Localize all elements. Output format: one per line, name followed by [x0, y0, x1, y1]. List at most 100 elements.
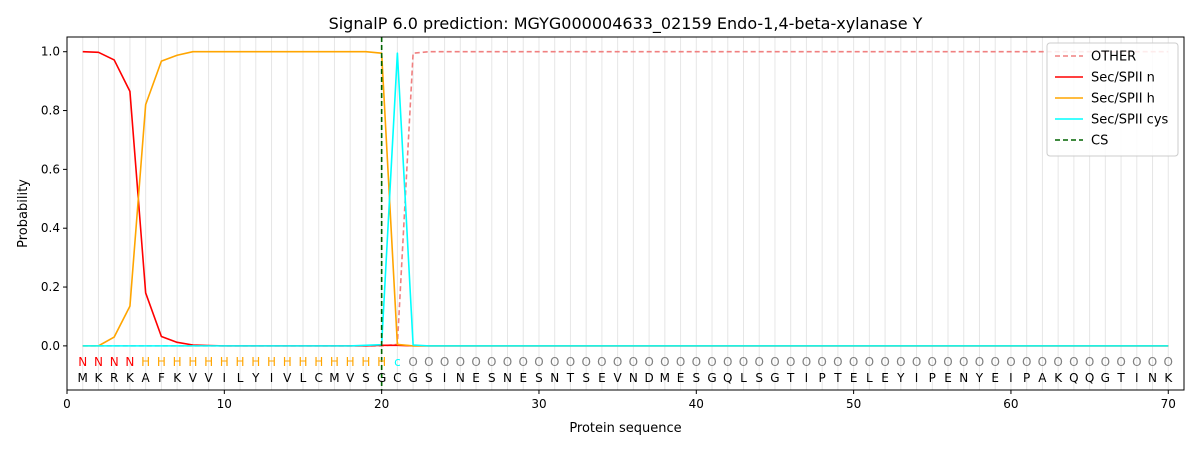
region-label: O	[613, 355, 622, 369]
residue-label: A	[142, 371, 151, 385]
plot-frame	[66, 36, 1185, 391]
residue-label: K	[173, 371, 182, 385]
residue-label: P	[1023, 371, 1030, 385]
residue-label: I	[805, 371, 809, 385]
residue-label: T	[1116, 371, 1125, 385]
region-label: O	[849, 355, 858, 369]
residue-label: I	[915, 371, 919, 385]
residue-label: E	[881, 371, 889, 385]
region-label: O	[1069, 355, 1078, 369]
region-label: O	[959, 355, 968, 369]
x-tick-label: 50	[846, 397, 861, 411]
residue-label: P	[929, 371, 936, 385]
y-tick-label: 0.6	[41, 162, 60, 176]
region-label: O	[660, 355, 669, 369]
region-label: O	[928, 355, 937, 369]
region-label: O	[1116, 355, 1125, 369]
residue-label: E	[472, 371, 480, 385]
residue-label: G	[1101, 371, 1110, 385]
region-label: H	[314, 355, 323, 369]
region-label: O	[865, 355, 874, 369]
region-label: H	[330, 355, 339, 369]
residue-label: K	[126, 371, 135, 385]
residue-label: I	[1135, 371, 1139, 385]
residue-label: A	[1038, 371, 1047, 385]
residue-label: G	[707, 371, 716, 385]
y-tick-label: 0.0	[41, 339, 60, 353]
region-label: O	[456, 355, 465, 369]
region-label: O	[581, 355, 590, 369]
region-label: O	[739, 355, 748, 369]
region-label: O	[1132, 355, 1141, 369]
x-tick-label: 70	[1161, 397, 1176, 411]
residue-label: Y	[251, 371, 260, 385]
region-label: O	[880, 355, 889, 369]
region-label: O	[1164, 355, 1173, 369]
region-label: O	[833, 355, 842, 369]
residue-label: Q	[1085, 371, 1094, 385]
residue-label: E	[598, 371, 606, 385]
x-tick-label: 60	[1003, 397, 1018, 411]
y-tick-label: 0.2	[41, 280, 60, 294]
residue-label: M	[329, 371, 339, 385]
region-label: H	[251, 355, 260, 369]
region-label: H	[361, 355, 370, 369]
residue-label: S	[582, 371, 590, 385]
residue-label: Q	[723, 371, 732, 385]
region-label: N	[110, 355, 119, 369]
residue-label: G	[770, 371, 779, 385]
region-label: H	[298, 355, 307, 369]
residue-label: N	[550, 371, 559, 385]
region-label: O	[1101, 355, 1110, 369]
residue-label: R	[110, 371, 118, 385]
region-label: O	[519, 355, 528, 369]
legend-label: Sec/SPII h	[1091, 92, 1155, 107]
region-label: O	[943, 355, 952, 369]
x-tick-label: 40	[689, 397, 704, 411]
region-label: O	[550, 355, 559, 369]
region-label: O	[471, 355, 480, 369]
region-label: O	[770, 355, 779, 369]
region-label: O	[975, 355, 984, 369]
residue-label: M	[660, 371, 670, 385]
y-axis-ticks: 0.0 0.2 0.4 0.6 0.8 1.0	[41, 45, 67, 353]
residue-label: I	[223, 371, 227, 385]
legend-label: OTHER	[1091, 50, 1136, 65]
region-label: O	[503, 355, 512, 369]
region-label: O	[1085, 355, 1094, 369]
residue-label: L	[300, 371, 307, 385]
residue-label: S	[535, 371, 543, 385]
residue-label: T	[566, 371, 575, 385]
x-tick-label: 20	[374, 397, 389, 411]
y-tick-label: 1.0	[41, 45, 60, 59]
residue-label: E	[991, 371, 999, 385]
region-label: O	[566, 355, 575, 369]
region-label: O	[786, 355, 795, 369]
legend-box	[1046, 42, 1179, 157]
grid-layer	[82, 37, 1169, 390]
residue-label: V	[283, 371, 292, 385]
residue-label: S	[692, 371, 700, 385]
region-label: O	[644, 355, 653, 369]
region-label: O	[629, 355, 638, 369]
residue-label: Y	[896, 371, 905, 385]
residue-label: G	[408, 371, 417, 385]
residue-label: N	[456, 371, 465, 385]
region-label: H	[204, 355, 213, 369]
residue-label: E	[677, 371, 685, 385]
residue-label: E	[944, 371, 952, 385]
region-label: O	[424, 355, 433, 369]
residue-label: T	[833, 371, 842, 385]
legend-label: CS	[1091, 134, 1108, 149]
residue-label: N	[503, 371, 512, 385]
region-label: H	[157, 355, 166, 369]
region-label: O	[1148, 355, 1157, 369]
residue-label: E	[850, 371, 858, 385]
residue-label: V	[204, 371, 213, 385]
residue-label: Y	[975, 371, 984, 385]
series-layer	[82, 37, 1169, 390]
residue-label: K	[1164, 371, 1173, 385]
region-label: c	[394, 355, 401, 369]
region-label: H	[173, 355, 182, 369]
region-label: H	[346, 355, 355, 369]
